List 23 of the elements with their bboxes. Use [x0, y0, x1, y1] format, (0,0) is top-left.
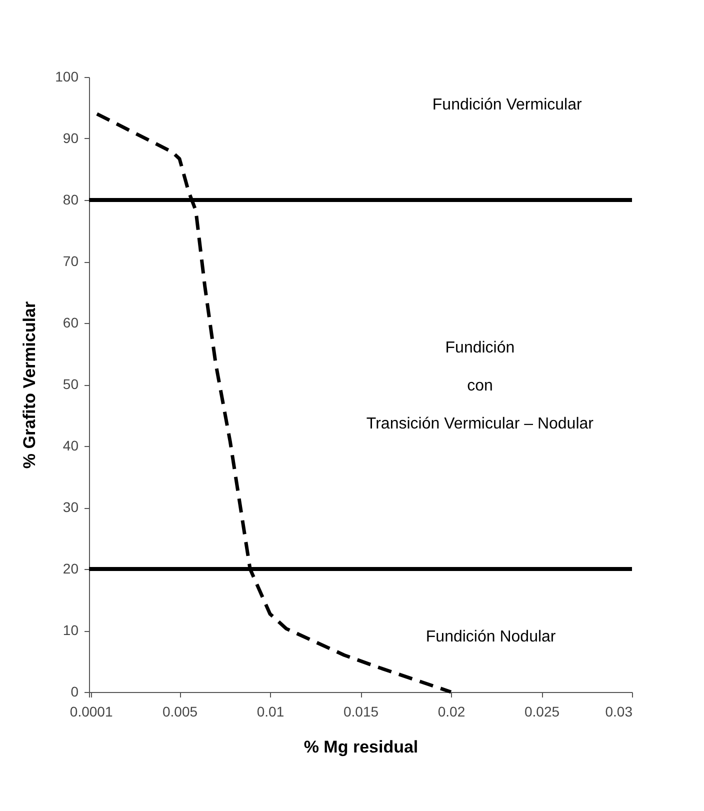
y-tick-label: 80: [62, 192, 79, 208]
x-tick-label: 0.025: [524, 704, 560, 720]
y-tick-label: 90: [62, 130, 79, 146]
y-tick-label: 70: [62, 253, 79, 269]
x-tick-label: 0.01: [256, 704, 284, 720]
x-tick-label: 0.02: [438, 704, 466, 720]
y-tick-label: 40: [62, 438, 79, 454]
y-tick-label: 60: [62, 314, 79, 330]
x-tick-label: 0.0001: [70, 704, 113, 720]
text: Fundición con Transición Vermicular – Nodular: [366, 340, 594, 433]
y-axis-title: % Grafito Vermicular: [20, 301, 40, 469]
y-tick-label: 30: [62, 499, 79, 515]
y-tick-label: 100: [55, 68, 79, 84]
x-tick-label: 0.03: [605, 704, 633, 720]
y-tick-label: 0: [70, 684, 79, 700]
annotation: Fundición Vermicular: [432, 96, 582, 114]
annotation: Fundición Nodular: [426, 628, 556, 646]
y-tick-label: 50: [62, 376, 79, 392]
x-axis-title: % Mg residual: [304, 738, 418, 756]
x-tick-label: 0.015: [343, 704, 379, 720]
y-tick-label: 10: [62, 622, 79, 638]
x-tick-label: 0.005: [162, 704, 198, 720]
y-tick-label: 20: [62, 560, 79, 576]
